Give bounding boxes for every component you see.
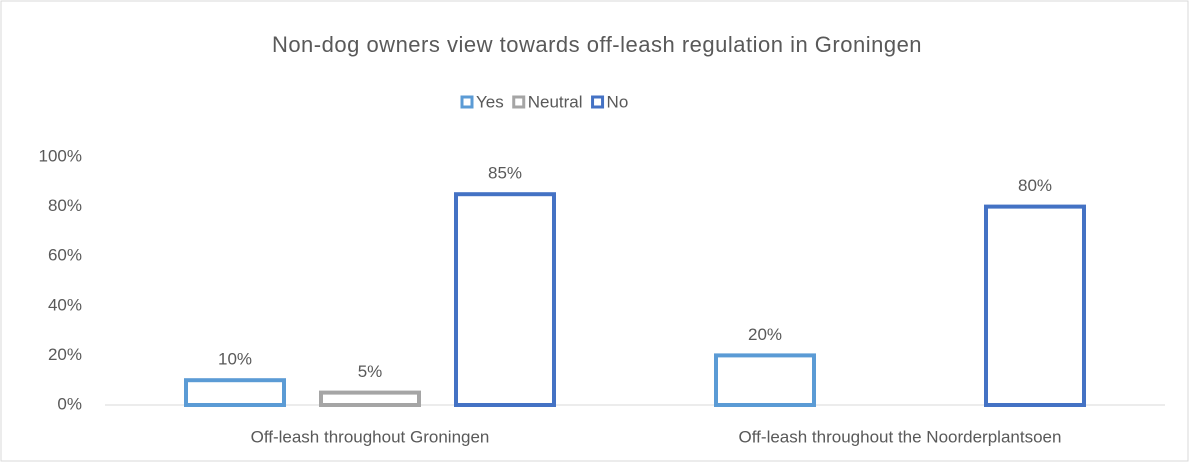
data-label: 20% [748, 325, 782, 344]
chart-title: Non-dog owners view towards off-leash re… [272, 32, 922, 57]
bar [319, 390, 421, 408]
y-tick-label: 60% [48, 246, 82, 265]
y-tick-label: 20% [48, 345, 82, 364]
bar [184, 378, 286, 408]
legend-swatch [460, 95, 474, 109]
legend-swatch [591, 95, 605, 109]
data-label: 85% [488, 164, 522, 183]
legend-label: Neutral [528, 92, 583, 111]
bar [984, 204, 1086, 407]
y-tick-label: 40% [48, 295, 82, 314]
x-tick-label: Off-leash throughout Groningen [251, 427, 490, 446]
y-tick-label: 0% [57, 394, 82, 413]
bar [714, 353, 816, 407]
data-label: 5% [358, 362, 383, 381]
y-tick-label: 100% [39, 146, 82, 165]
legend-label: No [607, 92, 629, 111]
x-tick-label: Off-leash throughout the Noorderplantsoe… [739, 427, 1062, 446]
bar [454, 192, 556, 407]
data-label: 80% [1018, 176, 1052, 195]
legend-label: Yes [476, 92, 504, 111]
y-tick-label: 80% [48, 196, 82, 215]
data-label: 10% [218, 350, 252, 369]
legend-swatch [512, 95, 526, 109]
